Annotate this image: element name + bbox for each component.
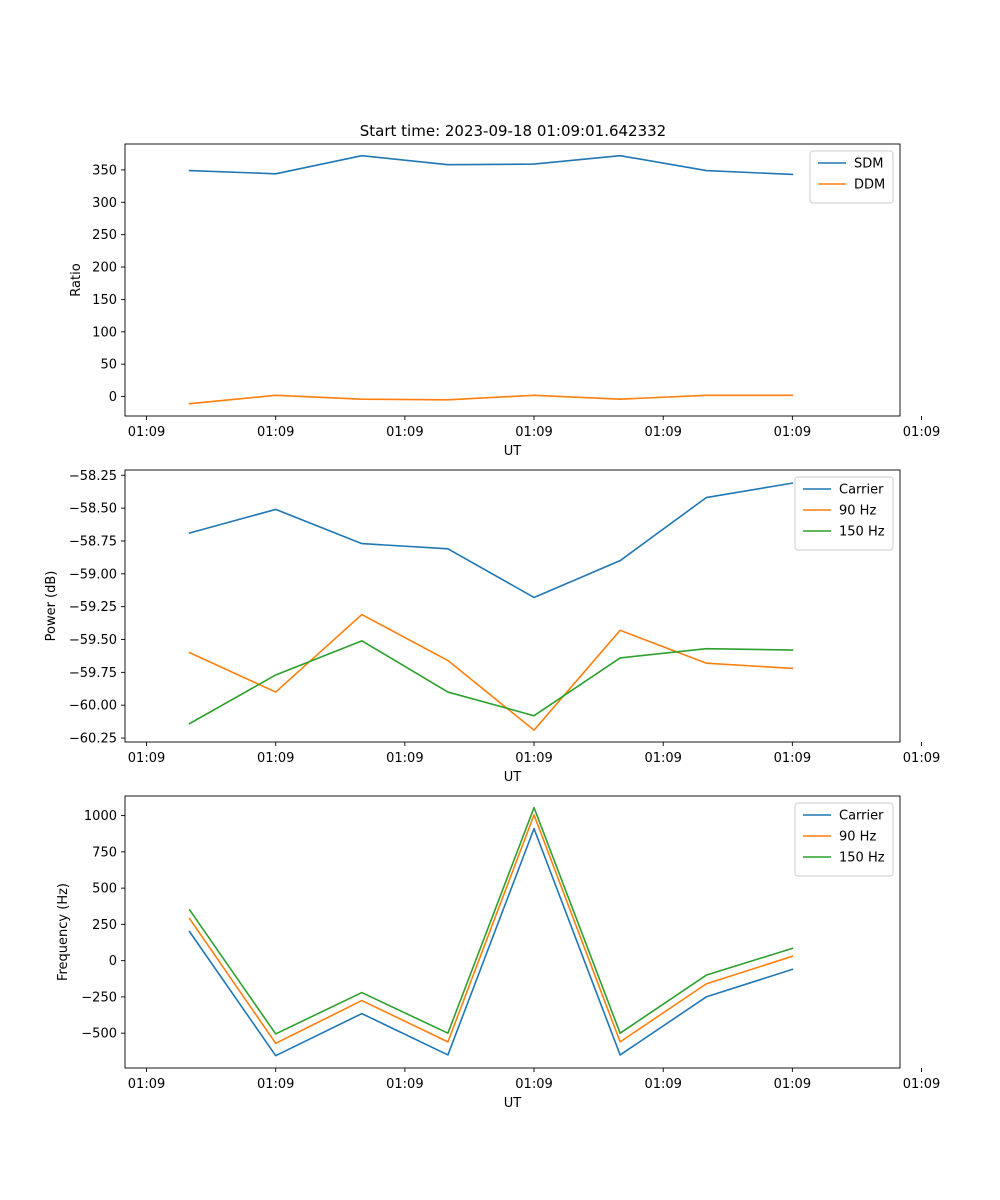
x-tick-label: 01:09 bbox=[386, 751, 423, 766]
power-panel: 01:09 01:09 01:09 01:09 01:09 01:09 01:09 −60.2… bbox=[44, 469, 940, 785]
x-tick-label: 01:09 bbox=[257, 425, 294, 440]
series-line-90-hz bbox=[188, 613, 794, 731]
x-tick-label: 01:09 bbox=[903, 1077, 940, 1092]
y-tick-label: 300 bbox=[92, 196, 117, 211]
y-tick-label: −59.75 bbox=[69, 666, 117, 681]
x-tick-label: 01:09 bbox=[128, 1077, 165, 1092]
x-tick-label: 01:09 bbox=[644, 425, 681, 440]
x-axis-label: UT bbox=[504, 444, 522, 459]
y-tick-label: 250 bbox=[92, 918, 117, 933]
y-tick-label: −59.25 bbox=[69, 600, 117, 615]
legend: Carrier 90 Hz 150 Hz bbox=[794, 476, 894, 551]
series-line-150-hz bbox=[188, 640, 794, 725]
y-tick-label: 0 bbox=[109, 954, 117, 969]
x-tick-label: 01:09 bbox=[257, 1077, 294, 1092]
y-tick-label: 100 bbox=[92, 325, 117, 340]
y-tick-label: −58.50 bbox=[69, 502, 117, 517]
legend-label-90-hz: 90 Hz bbox=[839, 504, 876, 519]
x-tick-label: 01:09 bbox=[515, 425, 552, 440]
y-tick-label: −500 bbox=[81, 1027, 117, 1042]
legend: Carrier 90 Hz 150 Hz bbox=[794, 802, 894, 877]
x-tick-label: 01:09 bbox=[257, 751, 294, 766]
legend-label-150-hz: 150 Hz bbox=[839, 525, 885, 540]
y-tick-label: 200 bbox=[92, 261, 117, 276]
x-tick-label: 01:09 bbox=[774, 1077, 811, 1092]
y-tick-label: 0 bbox=[109, 390, 117, 405]
frequency-panel: 01:09 01:09 01:09 01:09 01:09 01:09 01:09 −500 −… bbox=[56, 795, 940, 1111]
y-tick-label: −59.50 bbox=[69, 633, 117, 648]
x-tick-label: 01:09 bbox=[903, 751, 940, 766]
x-tick-label: 01:09 bbox=[774, 751, 811, 766]
axes-frame bbox=[124, 469, 901, 743]
x-tick-label: 01:09 bbox=[644, 751, 681, 766]
axes-frame bbox=[124, 795, 901, 1069]
legend: SDM DDM bbox=[809, 150, 894, 204]
legend-label-150-hz: 150 Hz bbox=[839, 851, 885, 866]
series-line-sdm bbox=[188, 154, 794, 176]
y-tick-label: 250 bbox=[92, 228, 117, 243]
y-axis-label: Ratio bbox=[69, 263, 84, 296]
x-axis-label: UT bbox=[504, 770, 522, 785]
axes-frame bbox=[124, 143, 901, 417]
ratio-panel: 01:09 01:09 01:09 01:09 01:09 01:09 01:09 0 50 10… bbox=[69, 143, 940, 459]
y-tick-label: 1000 bbox=[84, 809, 117, 824]
y-tick-label: −60.00 bbox=[69, 699, 117, 714]
x-tick-label: 01:09 bbox=[515, 751, 552, 766]
y-tick-label: 50 bbox=[100, 358, 117, 373]
legend-box bbox=[809, 150, 894, 204]
chart-title: Start time: 2023-09-18 01:09:01.642332 bbox=[360, 122, 666, 140]
y-axis-label: Frequency (Hz) bbox=[56, 883, 71, 981]
x-tick-label: 01:09 bbox=[644, 1077, 681, 1092]
series-line-150-hz bbox=[188, 806, 794, 1035]
y-tick-label: −58.75 bbox=[69, 534, 117, 549]
y-tick-label: −59.00 bbox=[69, 567, 117, 582]
series-line-ddm bbox=[188, 394, 794, 405]
x-tick-label: 01:09 bbox=[903, 425, 940, 440]
x-tick-label: 01:09 bbox=[128, 425, 165, 440]
y-tick-label: −250 bbox=[81, 990, 117, 1005]
y-tick-label: −58.25 bbox=[69, 469, 117, 484]
series-line-carrier bbox=[188, 482, 794, 599]
x-tick-label: 01:09 bbox=[774, 425, 811, 440]
y-tick-label: 150 bbox=[92, 293, 117, 308]
legend-label-ddm: DDM bbox=[854, 178, 885, 193]
legend-label-carrier: Carrier bbox=[839, 809, 884, 824]
y-tick-label: 500 bbox=[92, 882, 117, 897]
y-axis-label: Power (dB) bbox=[44, 571, 59, 642]
legend-label-sdm: SDM bbox=[854, 157, 883, 172]
y-tick-label: −60.25 bbox=[69, 732, 117, 747]
x-tick-label: 01:09 bbox=[386, 425, 423, 440]
y-tick-label: 750 bbox=[92, 845, 117, 860]
x-tick-label: 01:09 bbox=[515, 1077, 552, 1092]
legend-label-carrier: Carrier bbox=[839, 483, 884, 498]
x-tick-label: 01:09 bbox=[386, 1077, 423, 1092]
series-line-90-hz bbox=[188, 814, 794, 1045]
series-line-carrier bbox=[188, 827, 794, 1057]
y-tick-label: 350 bbox=[92, 163, 117, 178]
x-axis-label: UT bbox=[504, 1096, 522, 1111]
legend-label-90-hz: 90 Hz bbox=[839, 830, 876, 845]
x-tick-label: 01:09 bbox=[128, 751, 165, 766]
